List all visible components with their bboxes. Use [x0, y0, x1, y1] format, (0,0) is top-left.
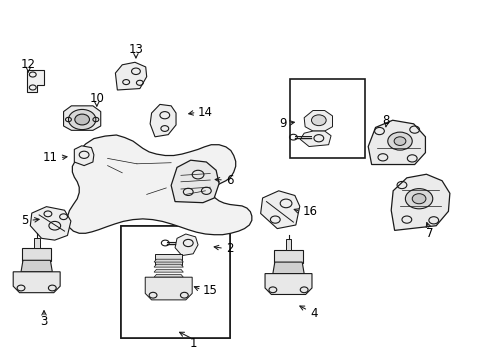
- Text: 2: 2: [225, 242, 233, 255]
- Polygon shape: [154, 259, 183, 262]
- Text: 13: 13: [128, 43, 143, 56]
- Polygon shape: [154, 269, 183, 272]
- Text: 10: 10: [89, 92, 104, 105]
- Polygon shape: [171, 160, 219, 203]
- Circle shape: [68, 109, 96, 130]
- Polygon shape: [300, 131, 330, 147]
- Polygon shape: [13, 272, 60, 293]
- Text: 14: 14: [198, 106, 213, 119]
- Polygon shape: [260, 191, 299, 229]
- Circle shape: [311, 115, 325, 126]
- Circle shape: [405, 189, 432, 209]
- Text: 5: 5: [21, 214, 28, 227]
- Polygon shape: [390, 174, 449, 230]
- Bar: [34, 238, 40, 248]
- Text: 11: 11: [42, 151, 58, 164]
- Polygon shape: [154, 274, 183, 277]
- Polygon shape: [304, 111, 332, 131]
- Circle shape: [75, 114, 89, 125]
- Circle shape: [411, 194, 425, 204]
- Polygon shape: [74, 146, 94, 166]
- Text: 1: 1: [189, 337, 197, 350]
- Bar: [121, 226, 229, 338]
- Text: 3: 3: [40, 315, 48, 328]
- Polygon shape: [67, 135, 251, 235]
- Circle shape: [393, 137, 405, 145]
- Circle shape: [387, 132, 411, 150]
- Text: 8: 8: [382, 114, 389, 127]
- Polygon shape: [367, 120, 425, 165]
- Text: 7: 7: [425, 227, 432, 240]
- Bar: [285, 239, 291, 250]
- Polygon shape: [27, 70, 44, 92]
- Polygon shape: [155, 254, 182, 265]
- Text: 6: 6: [225, 174, 233, 186]
- Bar: [290, 79, 364, 158]
- Polygon shape: [175, 234, 198, 256]
- Polygon shape: [22, 248, 51, 261]
- Text: 9: 9: [279, 117, 286, 130]
- Polygon shape: [30, 207, 71, 240]
- Text: 12: 12: [21, 58, 36, 71]
- Polygon shape: [154, 264, 183, 267]
- Bar: [121, 226, 229, 338]
- Polygon shape: [264, 274, 311, 294]
- Text: 16: 16: [302, 205, 317, 218]
- Polygon shape: [115, 62, 146, 90]
- Polygon shape: [272, 262, 304, 274]
- Text: 4: 4: [309, 307, 317, 320]
- Polygon shape: [150, 104, 176, 137]
- Text: 15: 15: [203, 284, 217, 297]
- Polygon shape: [63, 106, 101, 130]
- Polygon shape: [145, 277, 192, 300]
- Polygon shape: [21, 260, 52, 272]
- Polygon shape: [273, 250, 303, 263]
